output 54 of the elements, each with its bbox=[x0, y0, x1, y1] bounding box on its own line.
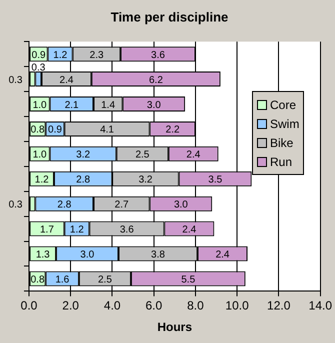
data-label: 0.8 bbox=[30, 274, 45, 286]
data-label: 4.1 bbox=[100, 124, 114, 136]
data-label: 1.6 bbox=[55, 274, 70, 286]
data-label: 3.6 bbox=[151, 50, 166, 61]
data-label: 1.3 bbox=[36, 250, 50, 261]
data-label: 2.3 bbox=[90, 50, 104, 61]
x-tick-label: 12.0 bbox=[267, 298, 291, 313]
data-label: 1.2 bbox=[70, 224, 84, 236]
data-label: 2.8 bbox=[76, 174, 90, 186]
data-label: 2.5 bbox=[135, 150, 150, 161]
x-axis-title: Hours bbox=[157, 320, 192, 334]
data-label: 0.3 bbox=[31, 62, 46, 74]
data-label: 2.4 bbox=[182, 224, 197, 236]
data-label: 3.0 bbox=[174, 200, 188, 211]
data-label: 0.9 bbox=[48, 124, 62, 136]
data-label: 2.5 bbox=[98, 274, 112, 286]
legend-label: Run bbox=[270, 154, 292, 168]
data-label: 3.0 bbox=[80, 250, 95, 261]
data-label: 2.4 bbox=[216, 250, 230, 261]
data-label: 3.6 bbox=[120, 224, 134, 236]
data-label: 5.5 bbox=[181, 274, 196, 286]
x-tick-label: 6.0 bbox=[146, 298, 163, 313]
data-label: 1.2 bbox=[53, 50, 68, 61]
data-label: 0.9 bbox=[32, 50, 46, 61]
data-label: 3.0 bbox=[146, 100, 162, 111]
x-tick-label: 4.0 bbox=[104, 298, 121, 313]
x-tick-label: 2.0 bbox=[62, 298, 80, 313]
data-label: 1.0 bbox=[32, 150, 48, 161]
data-label: 2.1 bbox=[64, 100, 80, 111]
x-tick-label: 14.0 bbox=[308, 298, 332, 313]
data-label: 1.0 bbox=[32, 100, 48, 111]
x-tick-label: 0.0 bbox=[20, 298, 38, 313]
data-label: 3.2 bbox=[138, 174, 153, 186]
data-label: 2.8 bbox=[57, 200, 72, 211]
data-label: 2.2 bbox=[166, 124, 180, 136]
data-label: 0.8 bbox=[30, 124, 45, 136]
data-label: 0.3 bbox=[8, 200, 23, 211]
data-label: 2.4 bbox=[60, 74, 74, 86]
data-label: 6.2 bbox=[148, 74, 164, 86]
data-label: 2.4 bbox=[186, 150, 201, 161]
data-label: 2.7 bbox=[114, 200, 129, 211]
legend-label: Core bbox=[270, 98, 296, 112]
x-tick-label: 8.0 bbox=[187, 298, 204, 313]
data-label: 1.4 bbox=[101, 100, 116, 111]
data-label: 3.2 bbox=[76, 150, 90, 161]
x-tick-label: 10.0 bbox=[225, 298, 250, 313]
data-label: 3.8 bbox=[151, 250, 166, 261]
chart-title: Time per discipline bbox=[110, 9, 228, 24]
legend-label: Bike bbox=[270, 136, 294, 150]
data-label: 1.2 bbox=[34, 174, 50, 186]
data-label: 3.5 bbox=[208, 174, 223, 186]
data-label: 0.3 bbox=[8, 74, 23, 86]
data-label: 1.7 bbox=[40, 224, 54, 236]
legend-label: Swim bbox=[270, 116, 300, 130]
